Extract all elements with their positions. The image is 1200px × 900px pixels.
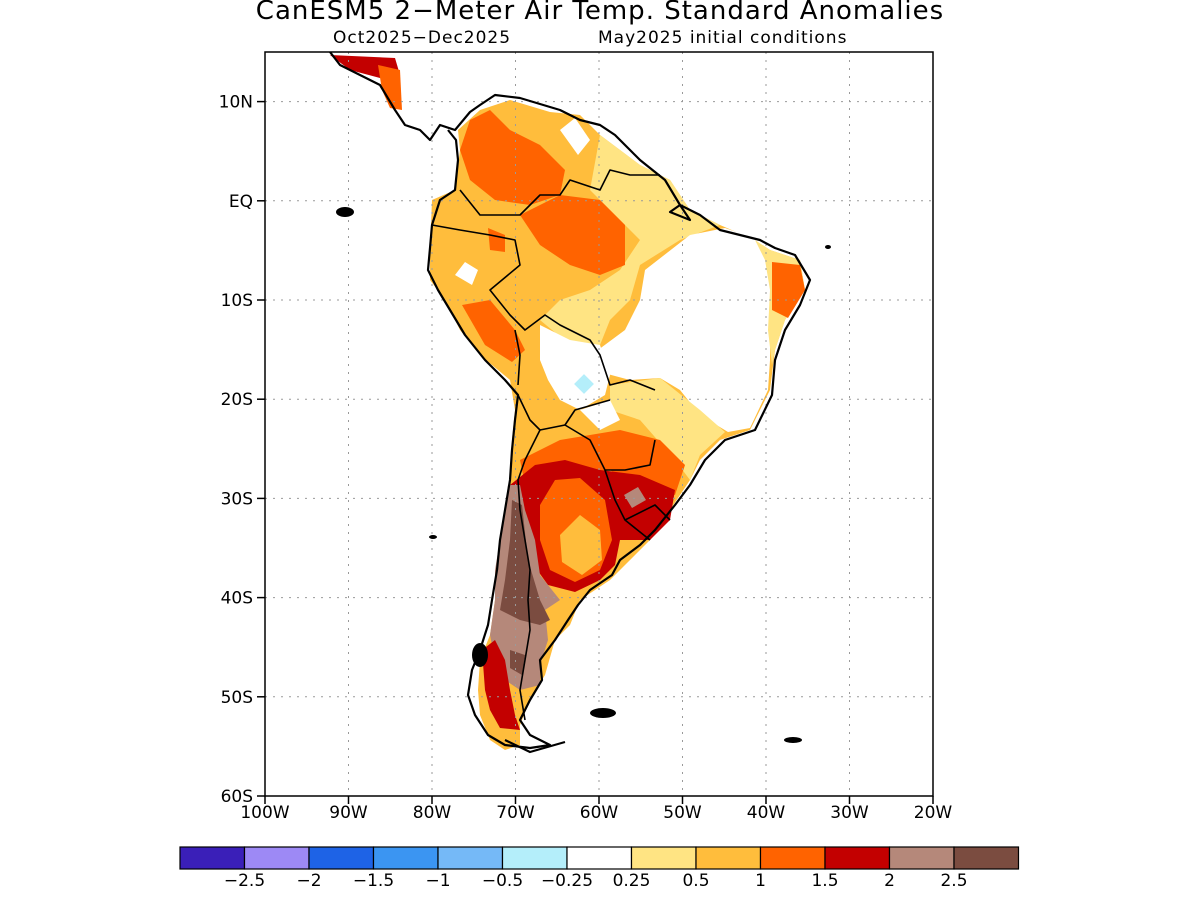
lon-tick-label: 90W xyxy=(329,803,368,823)
legend-label: 0.5 xyxy=(682,871,709,891)
legend-swatch xyxy=(953,846,1020,870)
anomaly-region-white-bolivia xyxy=(540,325,610,410)
lon-tick-label: 30W xyxy=(830,803,869,823)
lon-tick-label: 80W xyxy=(413,803,452,823)
anomaly-region-yellow-north xyxy=(540,135,720,345)
season-label: Oct2025−Dec2025 xyxy=(333,28,512,48)
legend-swatch xyxy=(695,846,762,870)
falkland-islands xyxy=(590,708,616,718)
initial-conditions-label: May2025 initial conditions xyxy=(598,28,848,48)
color-legend: −2.5 −2 −1.5 −1 −0.5 −0.25 0.25 0.5 1 1.5 2 2.5 xyxy=(179,846,1020,891)
lon-tick-label: 70W xyxy=(496,803,535,823)
legend-swatch xyxy=(437,846,504,870)
galapagos xyxy=(336,207,354,217)
anomaly-region-darkbrown-patagonia xyxy=(510,650,525,675)
legend-swatch xyxy=(759,846,826,870)
legend-swatch xyxy=(308,846,375,870)
legend-swatch xyxy=(243,846,310,870)
lat-tick-label: 20S xyxy=(221,390,253,410)
lat-tick-label: 10N xyxy=(219,93,253,113)
legend-label: −0.5 xyxy=(482,871,523,891)
map-title: CanESM5 2−Meter Air Temp. Standard Anoma… xyxy=(255,0,945,26)
lon-tick-label: 100W xyxy=(240,803,289,823)
lon-tick-label: 20W xyxy=(914,803,953,823)
anomaly-spot-cool xyxy=(574,374,594,394)
legend-label: 1 xyxy=(755,871,766,891)
country-borders xyxy=(431,169,671,721)
legend-swatch xyxy=(566,846,633,870)
legend-label: 0.25 xyxy=(613,871,651,891)
fernando-de-noronha xyxy=(825,245,831,249)
lon-tick-label: 60W xyxy=(580,803,619,823)
legend-label: 2 xyxy=(884,871,895,891)
legend-swatch xyxy=(630,846,697,870)
anomaly-region-orange-ne xyxy=(772,262,805,318)
legend-label: −1 xyxy=(425,871,450,891)
anomaly-spot-white-venezuela xyxy=(560,118,590,155)
lat-tick-label: 60S xyxy=(221,787,253,807)
legend-swatch xyxy=(824,846,891,870)
lat-tick-label: 50S xyxy=(221,688,253,708)
anomaly-region-orange-north xyxy=(460,110,565,205)
anomaly-spot-white-ecuador xyxy=(455,262,478,285)
legend-swatch xyxy=(501,846,568,870)
legend-swatch xyxy=(179,846,246,870)
legend-swatch xyxy=(888,846,955,870)
legend-label: 1.5 xyxy=(811,871,838,891)
legend-swatch xyxy=(372,846,439,870)
anomaly-region-white-east xyxy=(598,228,772,432)
anomaly-region-yellow-south xyxy=(610,378,725,480)
anomaly-fields xyxy=(330,55,805,750)
legend-label: −1.5 xyxy=(353,871,394,891)
anomaly-region-orange-ecuador xyxy=(488,228,505,252)
islands xyxy=(336,207,831,743)
anomaly-region-orange-centralamerica xyxy=(378,65,402,110)
lat-tick-label: 10S xyxy=(221,291,253,311)
anomaly-region-orange-peru xyxy=(462,300,525,362)
legend-label: −2.5 xyxy=(224,871,265,891)
anomaly-region-orange-amazon xyxy=(520,195,625,275)
lat-tick-label: EQ xyxy=(229,192,253,212)
lat-tick-label: 30S xyxy=(221,489,253,509)
longitude-labels: 100W 90W 80W 70W 60W 50W 40W 30W 20W xyxy=(240,796,952,823)
chiloe-island xyxy=(472,643,488,667)
anomaly-region-red-patagonia xyxy=(482,640,520,730)
anomaly-spot-brown-uruguay xyxy=(624,487,646,508)
coastlines xyxy=(329,52,812,754)
lon-tick-label: 50W xyxy=(663,803,702,823)
latitude-labels: 10N EQ 10S 20S 30S 40S 50S 60S xyxy=(219,93,265,807)
legend-label: −2 xyxy=(296,871,321,891)
legend-label: −0.25 xyxy=(541,871,593,891)
lat-tick-label: 40S xyxy=(221,589,253,609)
lon-tick-label: 40W xyxy=(747,803,786,823)
south-georgia xyxy=(784,737,802,743)
anomaly-region-darkbrown-core xyxy=(500,500,550,625)
anomaly-region-lightorange-pampas xyxy=(560,515,602,575)
juan-fernandez xyxy=(429,535,437,539)
anomaly-region-white-south xyxy=(580,400,620,430)
legend-label: 2.5 xyxy=(940,871,967,891)
